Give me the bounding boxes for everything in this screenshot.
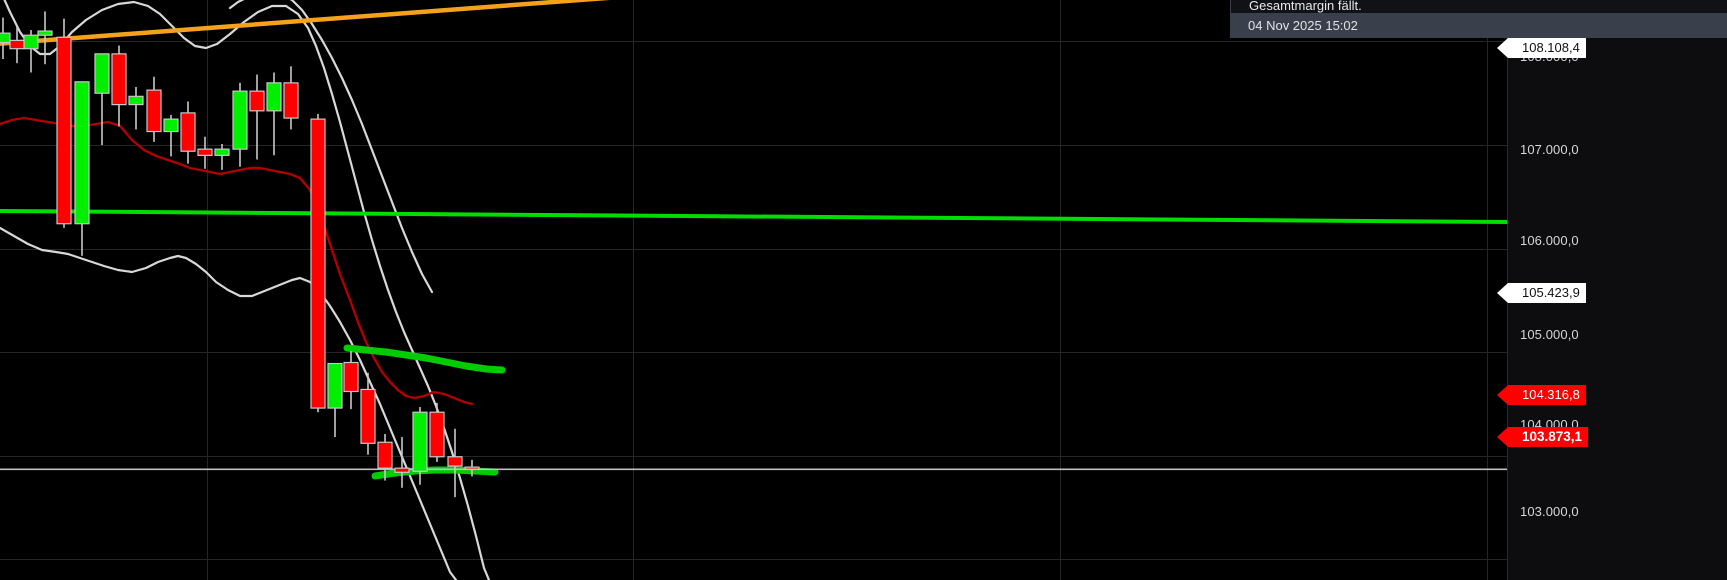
candlestick[interactable]	[111, 45, 127, 127]
candlestick[interactable]	[377, 433, 393, 481]
candle-body	[146, 89, 162, 133]
candlestick[interactable]	[163, 114, 179, 157]
price-tag-arrow-icon	[1497, 38, 1508, 58]
price-tag-arrow-icon	[1497, 385, 1508, 405]
price-tag-label: 103.873,1	[1522, 429, 1583, 444]
candlestick[interactable]	[447, 428, 463, 498]
candle-body	[0, 32, 11, 44]
candle-body	[464, 466, 480, 470]
candle-body	[327, 362, 343, 409]
price-axis-tick: 105.000,0	[1520, 327, 1579, 342]
candlestick[interactable]	[0, 17, 11, 60]
candlestick[interactable]	[146, 76, 162, 142]
candle-body	[266, 82, 282, 112]
candlestick[interactable]	[412, 407, 428, 485]
chart-plot-area[interactable]	[0, 0, 1507, 580]
candle-body	[232, 90, 248, 150]
candle-body	[447, 456, 463, 467]
candlestick[interactable]	[56, 18, 72, 228]
candle-body	[429, 411, 445, 458]
candlestick[interactable]	[327, 362, 343, 438]
horizontal-support-line	[0, 209, 1507, 224]
candle-body	[23, 34, 39, 50]
candle-body	[360, 388, 376, 444]
candle-body	[310, 118, 326, 409]
candle-body	[111, 53, 127, 106]
bollinger-upper-band	[3, 0, 491, 580]
candlestick[interactable]	[343, 351, 359, 410]
trendline-orange	[0, 0, 611, 46]
price-tag-arrow-icon	[1497, 283, 1508, 303]
candle-body	[128, 95, 144, 106]
price-tag[interactable]: 105.423,9	[1497, 283, 1586, 303]
price-axis-tick: 106.000,0	[1520, 233, 1579, 248]
tooltip-timestamp: 04 Nov 2025 15:02	[1230, 13, 1727, 38]
candlestick[interactable]	[37, 11, 53, 65]
candlestick[interactable]	[249, 74, 265, 160]
candle-body	[94, 53, 110, 94]
price-axis-tick: 107.000,0	[1520, 142, 1579, 157]
candlestick[interactable]	[232, 82, 248, 167]
overlay-lines	[0, 0, 1507, 580]
price-tag[interactable]: 108.108,4	[1497, 38, 1586, 58]
candle-body	[343, 361, 359, 393]
candlestick[interactable]	[394, 437, 410, 488]
candle-body	[180, 112, 196, 152]
price-tag-arrow-icon	[1497, 427, 1508, 447]
price-tag-label: 108.108,4	[1522, 40, 1580, 55]
candlestick[interactable]	[310, 113, 326, 413]
tooltip-panel: Gesamtmargin fällt. 04 Nov 2025 15:02	[1230, 0, 1727, 38]
candlestick[interactable]	[464, 459, 480, 477]
candle-body	[394, 467, 410, 473]
drawn-resistance-curve	[343, 344, 506, 374]
bollinger-upper-band-segment	[228, 0, 434, 294]
chart-canvas	[0, 0, 1507, 580]
bollinger-lower-band	[0, 226, 458, 580]
candlestick[interactable]	[9, 25, 25, 64]
candle-body	[377, 441, 393, 469]
candlestick[interactable]	[429, 402, 445, 462]
candle-body	[249, 90, 265, 112]
candlestick[interactable]	[283, 66, 299, 130]
candlestick[interactable]	[360, 372, 376, 455]
candlestick[interactable]	[214, 143, 230, 170]
grid-lines	[0, 0, 1507, 580]
candlestick[interactable]	[74, 81, 90, 256]
candle-body	[37, 30, 53, 36]
moving-average-line	[0, 116, 474, 406]
price-axis[interactable]: 108.000,0107.000,0106.000,0105.000,0104.…	[1497, 0, 1727, 580]
candlestick[interactable]	[197, 136, 213, 169]
candlestick[interactable]	[266, 72, 282, 156]
price-tag-label: 105.423,9	[1522, 285, 1580, 300]
candle-body	[163, 118, 179, 133]
price-tag[interactable]: 104.316,8	[1497, 385, 1586, 405]
candlestick[interactable]	[94, 53, 110, 145]
candle-body	[74, 81, 90, 225]
candle-body	[9, 39, 25, 50]
candlesticks	[0, 11, 480, 498]
tooltip-title: Gesamtmargin fällt.	[1230, 0, 1727, 13]
price-tag[interactable]: 103.873,1	[1497, 427, 1589, 447]
candle-body	[283, 82, 299, 119]
candlestick[interactable]	[180, 101, 196, 164]
candlestick[interactable]	[23, 30, 39, 73]
candle-body	[214, 148, 230, 156]
drawn-support-curve	[371, 466, 499, 480]
candle-body	[412, 411, 428, 472]
price-axis-tick: 103.000,0	[1520, 504, 1579, 519]
price-tag-label: 104.316,8	[1522, 387, 1580, 402]
candle-body	[56, 36, 72, 225]
candle-body	[197, 148, 213, 156]
candlestick[interactable]	[128, 87, 144, 130]
